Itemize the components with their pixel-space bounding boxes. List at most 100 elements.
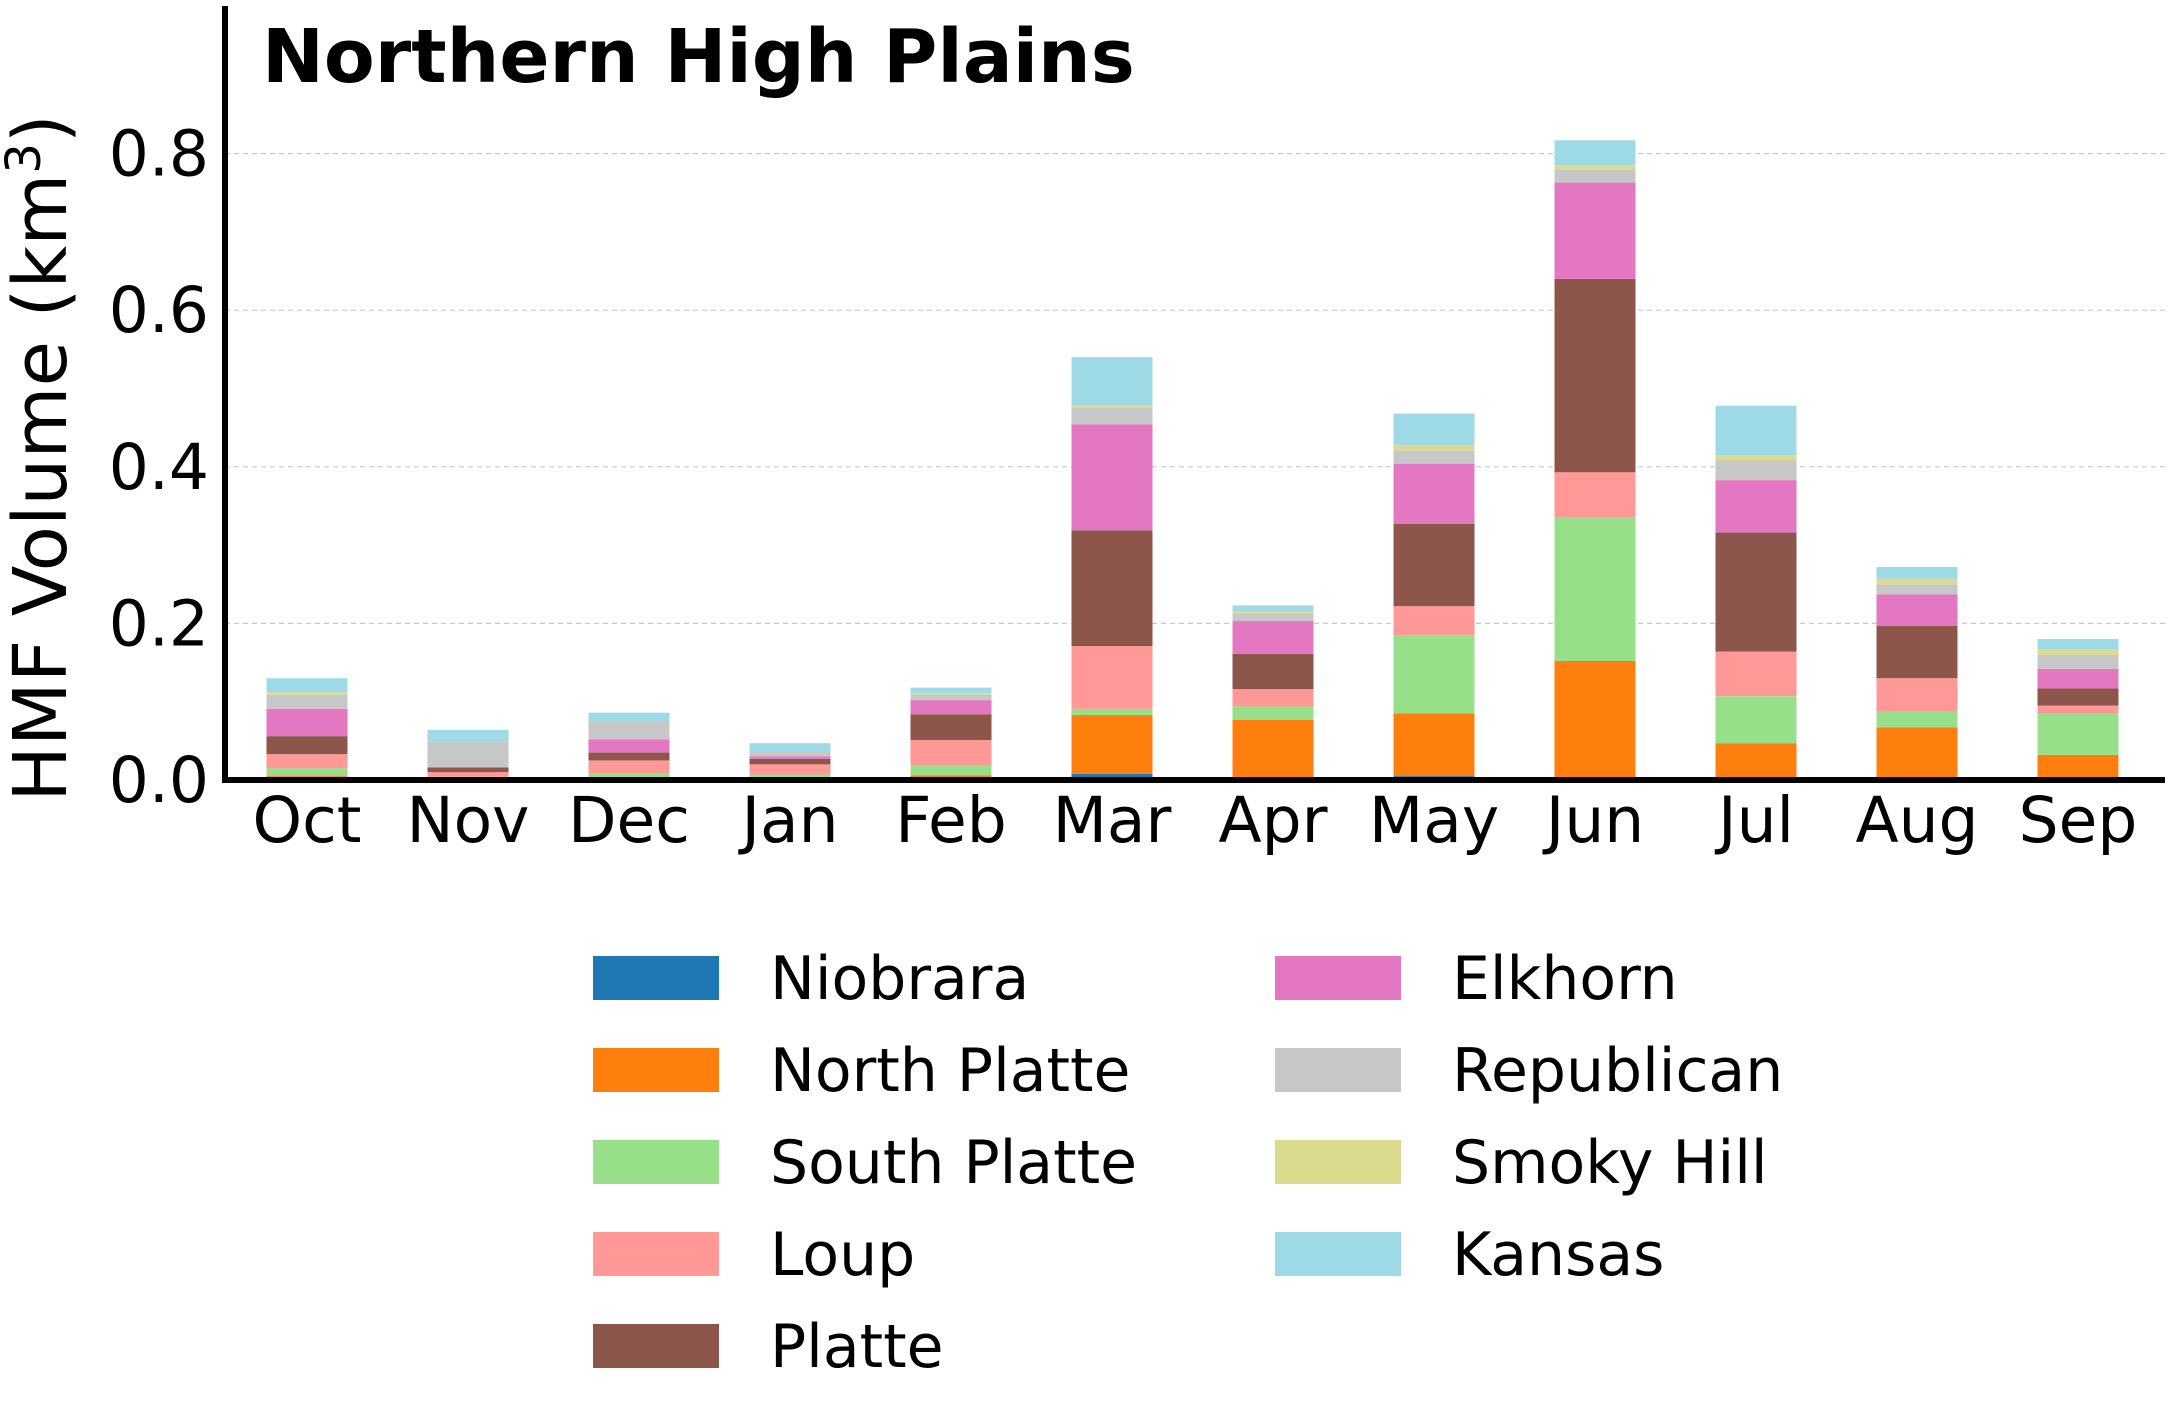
legend-item-smoky-hill: Smoky Hill xyxy=(1275,1128,1768,1198)
bar-segment-republican xyxy=(1071,407,1153,425)
legend-item-platte: Platte xyxy=(593,1312,944,1382)
bar-segment-republican xyxy=(427,741,509,768)
bar-segment-elkhorn xyxy=(1393,463,1475,524)
bar-segment-platte xyxy=(1071,530,1153,647)
x-tick-label: Dec xyxy=(568,784,690,857)
bar-segment-north-platte xyxy=(1393,713,1475,777)
bar-segment-platte xyxy=(910,714,992,741)
legend-label: South Platte xyxy=(770,1128,1137,1198)
bar-segment-smoky-hill xyxy=(1393,444,1475,451)
bar-segment-smoky-hill xyxy=(1232,611,1314,614)
y-axis-title-suffix: ) xyxy=(0,114,84,143)
bar-stack-dec xyxy=(588,712,670,780)
legend-item-north-platte: North Platte xyxy=(593,1036,1130,1106)
bar-segment-niobrara xyxy=(1071,773,1153,780)
bar-segment-south-platte xyxy=(1715,696,1797,744)
bar-segment-kansas xyxy=(1554,140,1636,166)
bar-segment-loup xyxy=(2037,705,2119,714)
bar-segment-elkhorn xyxy=(1071,424,1153,531)
legend-swatch xyxy=(593,1324,719,1368)
bar-segment-republican xyxy=(266,694,348,709)
bar-segment-loup xyxy=(1393,606,1475,636)
bar-stack-nov xyxy=(427,729,509,780)
bar-stack-apr xyxy=(1232,605,1314,780)
x-tick-label: Jan xyxy=(737,784,838,857)
bar-segment-south-platte xyxy=(2037,713,2119,755)
bar-segment-south-platte xyxy=(1071,708,1153,716)
legend-swatch xyxy=(1275,1140,1401,1184)
bar-segment-kansas xyxy=(1876,567,1958,579)
legend-swatch xyxy=(1275,1232,1401,1276)
y-tick-label: 0.8 xyxy=(109,118,209,191)
legend-item-loup: Loup xyxy=(593,1220,915,1290)
bar-segment-north-platte xyxy=(1715,743,1797,780)
bar-stack-may xyxy=(1393,413,1475,780)
legend-label: Republican xyxy=(1452,1036,1783,1106)
x-tick-label: Mar xyxy=(1053,784,1172,857)
bar-segment-loup xyxy=(1876,678,1958,712)
bar-segment-kansas xyxy=(427,729,509,742)
bar-segment-south-platte xyxy=(910,765,992,776)
y-axis-title-superscript: 3 xyxy=(0,143,52,174)
bar-segment-platte xyxy=(1393,523,1475,607)
legend-label: Platte xyxy=(770,1312,944,1382)
bar-segment-platte xyxy=(1876,625,1958,679)
bar-segment-south-platte xyxy=(588,773,670,778)
bar-segment-platte xyxy=(749,758,831,765)
bar-segment-loup xyxy=(1071,646,1153,709)
bar-segment-elkhorn xyxy=(1232,621,1314,654)
bar-segment-kansas xyxy=(588,712,670,723)
x-tick-label: Jun xyxy=(1542,784,1644,857)
legend-swatch xyxy=(1275,956,1401,1000)
bar-stack-jul xyxy=(1715,405,1797,780)
bar-segment-south-platte xyxy=(1393,635,1475,714)
bar-segment-loup xyxy=(1232,689,1314,707)
legend-label: North Platte xyxy=(770,1036,1130,1106)
bar-segment-republican xyxy=(588,722,670,740)
bar-segment-smoky-hill xyxy=(1071,405,1153,408)
bar-segment-kansas xyxy=(266,678,348,693)
bar-segment-platte xyxy=(1232,653,1314,690)
x-tick-label: Nov xyxy=(407,784,530,857)
bar-stack-feb xyxy=(910,687,992,780)
x-tick-label: Apr xyxy=(1219,784,1328,857)
y-tick-label: 0.6 xyxy=(109,274,209,347)
bar-segment-republican xyxy=(1232,613,1314,622)
y-axis-title-text: HMF Volume (km xyxy=(0,174,84,802)
bar-segment-elkhorn xyxy=(266,708,348,737)
bar-segment-platte xyxy=(1715,532,1797,652)
bar-segment-loup xyxy=(266,754,348,769)
x-tick-label: Aug xyxy=(1855,784,1978,857)
bar-segment-republican xyxy=(2037,654,2119,669)
bar-segment-loup xyxy=(910,740,992,766)
bar-segment-north-platte xyxy=(1071,715,1153,774)
bar-segment-republican xyxy=(1393,450,1475,464)
legend-label: Niobrara xyxy=(770,944,1029,1014)
bar-segment-north-platte xyxy=(1876,727,1958,780)
bar-segment-kansas xyxy=(1071,357,1153,406)
y-tick-label: 0.2 xyxy=(109,587,209,660)
x-tick-label: Jul xyxy=(1714,784,1794,857)
legend-swatch xyxy=(593,956,719,1000)
x-tick-label: Feb xyxy=(895,784,1007,857)
x-tick-label: May xyxy=(1369,784,1499,857)
bar-segment-republican xyxy=(1715,460,1797,481)
bar-segment-platte xyxy=(266,736,348,755)
legend-item-republican: Republican xyxy=(1275,1036,1783,1106)
legend-item-niobrara: Niobrara xyxy=(593,944,1029,1014)
bar-segment-platte xyxy=(2037,688,2119,706)
bar-segment-south-platte xyxy=(1554,517,1636,661)
bar-segment-smoky-hill xyxy=(1554,165,1636,170)
bar-stack-sep xyxy=(2037,639,2119,780)
bar-segment-platte xyxy=(1554,278,1636,473)
bar-segment-elkhorn xyxy=(910,700,992,715)
x-tick-label: Oct xyxy=(253,784,362,857)
legend-item-kansas: Kansas xyxy=(1275,1220,1664,1290)
legend-label: Kansas xyxy=(1452,1220,1664,1290)
bar-segment-south-platte xyxy=(1232,706,1314,720)
bar-segment-north-platte xyxy=(2037,754,2119,780)
y-tick-label: 0.0 xyxy=(109,744,209,817)
bar-segment-loup xyxy=(427,772,509,777)
bar-segment-kansas xyxy=(910,687,992,694)
bar-segment-south-platte xyxy=(266,768,348,777)
